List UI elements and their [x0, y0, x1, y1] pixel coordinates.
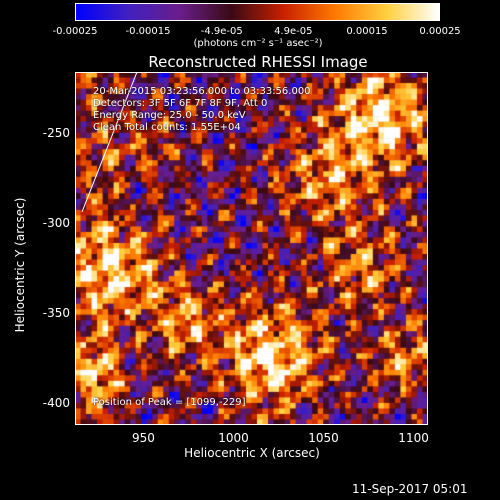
- plot-frame: [75, 72, 428, 425]
- x-axis-label: Heliocentric X (arcsec): [184, 446, 320, 460]
- chart-title: Reconstructed RHESSI Image: [148, 53, 368, 71]
- colorbar-tick-label: 4.9e-05: [274, 26, 313, 37]
- annotation-energy-range: Energy Range: 25.0 - 50.0 keV: [93, 110, 246, 121]
- y-tick-label: -350: [42, 306, 70, 321]
- limb-line: [81, 72, 138, 213]
- annotation-detectors: Detectors: 3F 5F 6F 7F 8F 9F, Att 0: [93, 98, 268, 109]
- annotation-peak-position: Position of Peak = [1099,-229]: [93, 397, 246, 408]
- x-tick-label: 1100: [398, 431, 429, 445]
- colorbar: [75, 3, 440, 21]
- colorbar-tick-label: 0.00025: [419, 26, 461, 37]
- footer-timestamp: 11-Sep-2017 05:01: [352, 482, 468, 496]
- colorbar-units: (photons cm⁻² s⁻¹ asec⁻²): [193, 38, 323, 49]
- y-tick-label: -300: [42, 216, 70, 231]
- annotation-counts: Clean Total counts: 1.55E+04: [93, 122, 241, 133]
- colorbar-tick-label: -4.9e-05: [200, 26, 243, 37]
- colorbar-tick-label: -0.00025: [52, 26, 98, 37]
- y-tick-label: -250: [42, 126, 70, 141]
- x-tick-label: 1000: [218, 431, 249, 445]
- annotation-time-range: 20-Mar-2015 03:23:56.000 to 03:33:56.000: [93, 86, 311, 97]
- rhessi-heatmap: [75, 72, 428, 425]
- y-tick-label: -400: [42, 396, 70, 411]
- y-axis-label: Heliocentric Y (arcsec): [13, 197, 27, 333]
- x-tick-label: 950: [131, 431, 155, 445]
- colorbar-tick-label: -0.00015: [125, 26, 171, 37]
- colorbar-tick-label: 0.00015: [346, 26, 388, 37]
- x-tick-label: 1050: [308, 431, 339, 445]
